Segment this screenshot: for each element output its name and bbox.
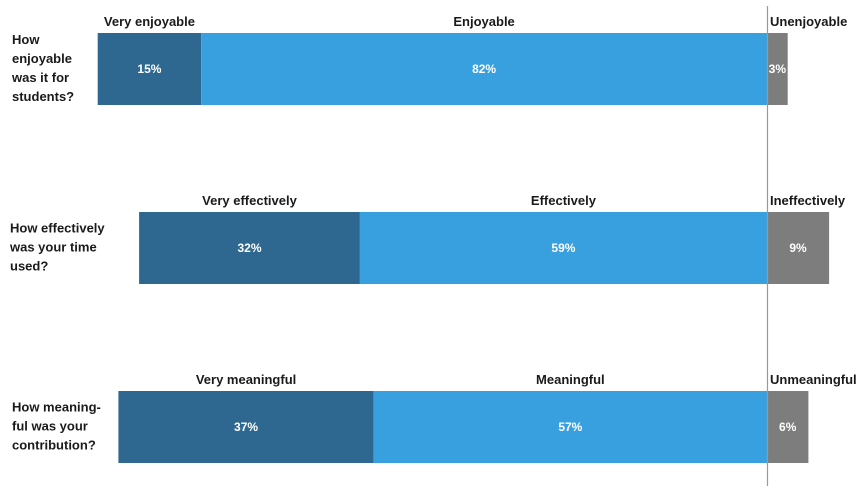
category-label-very-2: Very effectively xyxy=(202,193,297,208)
category-label-very-3: Very meaningful xyxy=(196,372,296,387)
category-label-negative-2: Ineffectively xyxy=(770,193,846,208)
question-line-2-1: How effectively xyxy=(10,221,105,236)
category-label-negative-1: Unenjoyable xyxy=(770,14,847,29)
value-label-negative-1: 3% xyxy=(769,62,787,76)
value-label-positive-2: 59% xyxy=(551,241,575,255)
value-label-positive-3: 57% xyxy=(558,420,582,434)
question-line-3-1: How meaning- xyxy=(12,400,101,415)
value-label-negative-3: 6% xyxy=(779,420,797,434)
question-line-2-3: used? xyxy=(10,259,48,274)
question-line-1-2: enjoyable xyxy=(12,51,72,66)
bar-very-2 xyxy=(139,212,360,284)
category-label-negative-3: Unmeaningful xyxy=(770,372,857,387)
bar-negative-2 xyxy=(767,212,830,284)
value-label-very-3: 37% xyxy=(234,420,258,434)
category-label-positive-1: Enjoyable xyxy=(453,14,514,29)
question-line-1-4: students? xyxy=(12,89,74,104)
bar-positive-3 xyxy=(373,391,767,463)
value-label-positive-1: 82% xyxy=(472,62,496,76)
bar-positive-2 xyxy=(359,212,767,284)
bar-negative-3 xyxy=(767,391,809,463)
question-line-1-3: was it for xyxy=(11,70,69,85)
category-label-very-1: Very enjoyable xyxy=(104,14,195,29)
category-label-positive-3: Meaningful xyxy=(536,372,605,387)
question-line-2-2: was your time xyxy=(9,240,97,255)
question-line-3-3: contribution? xyxy=(12,438,96,453)
question-line-3-2: ful was your xyxy=(12,419,88,434)
value-label-very-2: 32% xyxy=(237,241,261,255)
value-label-very-1: 15% xyxy=(137,62,161,76)
question-line-1-1: How xyxy=(12,32,40,47)
bar-very-3 xyxy=(118,391,374,463)
bar-negative-1 xyxy=(767,33,788,105)
category-label-positive-2: Effectively xyxy=(531,193,597,208)
value-label-negative-2: 9% xyxy=(789,241,807,255)
bar-positive-1 xyxy=(201,33,767,105)
bar-very-1 xyxy=(97,33,202,105)
